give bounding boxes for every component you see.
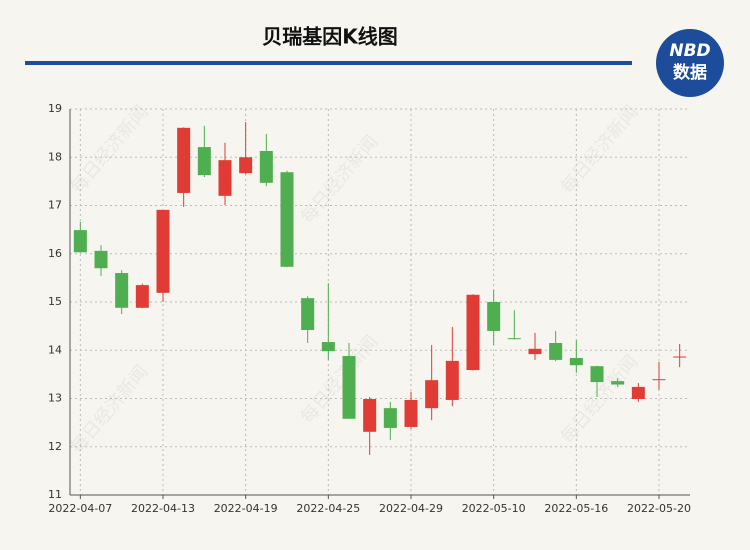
y-tick-label: 19: [48, 102, 62, 115]
candle-body: [197, 147, 211, 176]
candle-body: [177, 127, 191, 193]
candle-body: [673, 356, 687, 358]
candle-body: [549, 343, 563, 360]
candle-body: [342, 356, 356, 419]
x-tick-label: 2022-05-10: [462, 502, 526, 515]
candle-body: [466, 294, 480, 371]
x-tick-label: 2022-04-25: [296, 502, 360, 515]
candle-body: [487, 302, 501, 331]
chart-title: 贝瑞基因K线图: [262, 25, 398, 49]
y-tick-label: 14: [48, 343, 62, 356]
candle-body: [259, 150, 273, 183]
candle-body: [73, 230, 87, 253]
y-tick-label: 13: [48, 392, 62, 405]
x-tick-label: 2022-04-29: [379, 502, 443, 515]
x-tick-label: 2022-04-19: [214, 502, 278, 515]
candle-body: [321, 342, 335, 352]
y-tick-label: 11: [48, 488, 62, 501]
y-tick-label: 18: [48, 150, 62, 163]
candle-body: [445, 360, 459, 400]
y-tick-label: 17: [48, 199, 62, 212]
x-tick-label: 2022-05-20: [627, 502, 691, 515]
candle-body: [590, 366, 604, 383]
candle-body: [425, 380, 439, 409]
candle-body: [652, 379, 666, 381]
candle-body: [507, 338, 521, 340]
x-tick-label: 2022-05-16: [544, 502, 608, 515]
candle-body: [301, 298, 315, 330]
candle-body: [218, 160, 232, 196]
candle-body: [528, 348, 542, 355]
candle-body: [115, 273, 129, 308]
candle-body: [135, 285, 149, 308]
y-tick-label: 16: [48, 247, 62, 260]
candle-body: [94, 250, 108, 269]
candle-body: [363, 398, 377, 432]
logo-bottom: 数据: [673, 62, 707, 83]
candle-body: [404, 399, 418, 427]
y-tick-label: 15: [48, 295, 62, 308]
candle-body: [280, 172, 294, 267]
candle-body: [611, 381, 625, 385]
logo-top: NBD: [669, 41, 710, 61]
candle-body: [383, 408, 397, 428]
candle-body: [156, 209, 170, 293]
logo: [656, 29, 724, 97]
title-rule: [25, 61, 632, 65]
x-tick-label: 2022-04-13: [131, 502, 195, 515]
x-tick-label: 2022-04-07: [48, 502, 112, 515]
candle-body: [631, 386, 645, 399]
y-tick-label: 12: [48, 440, 62, 453]
candle-body: [239, 157, 253, 174]
candle-body: [569, 357, 583, 366]
